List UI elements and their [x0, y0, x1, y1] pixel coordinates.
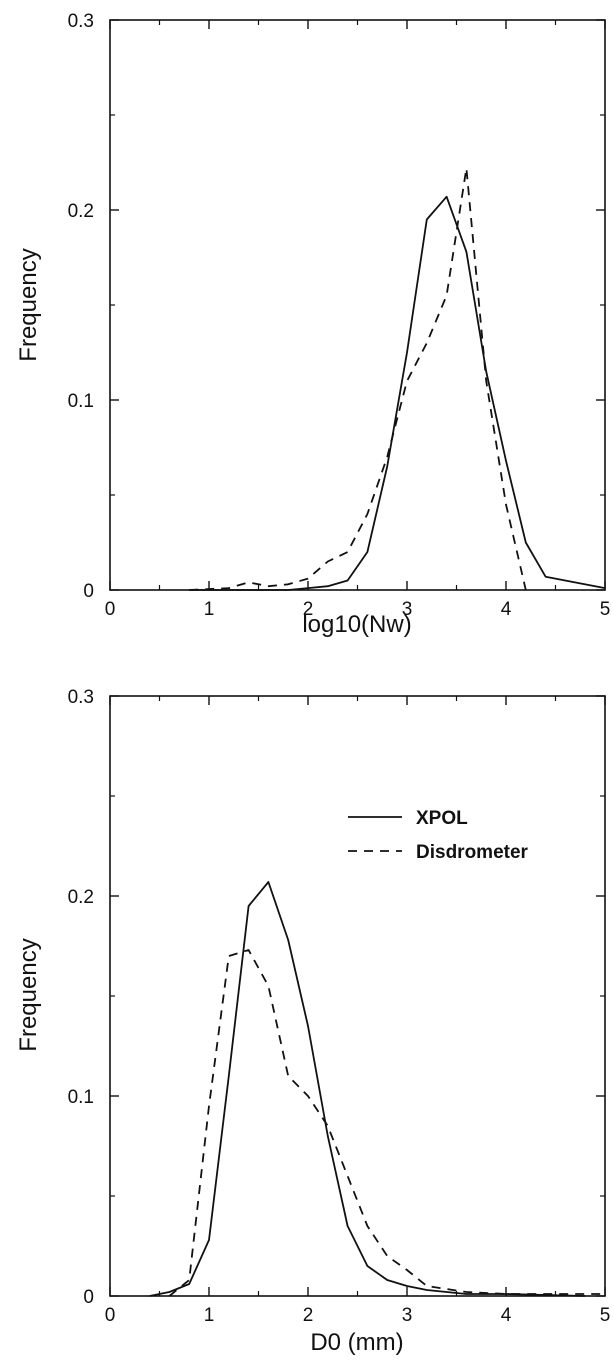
y-tick-label: 0.2 [68, 887, 94, 908]
series-line-solid [189, 195, 606, 591]
x-tick-label: 3 [402, 1305, 413, 1326]
x-tick-label: 0 [105, 599, 116, 620]
tick-labels: 0 1 2 3 4 5 0 0.1 0.2 0.3 [68, 687, 611, 1326]
x-tick-label: 3 [402, 599, 413, 620]
x-tick-label: 4 [501, 1305, 512, 1326]
chart-lognw-frequency: 0 1 2 3 4 5 0 0.1 0.2 0.3 log10(Nw) Frequency [15, 11, 610, 638]
y-axis-title: Frequency [15, 248, 42, 361]
y-tick-label: 0 [83, 1287, 94, 1308]
x-tick-label: 5 [600, 1305, 611, 1326]
y-tick-label: 0.1 [68, 1087, 94, 1108]
series-group [149, 881, 605, 1297]
x-tick-label: 5 [600, 599, 611, 620]
plot-frame [109, 695, 606, 1297]
x-tick-label: 1 [204, 1305, 215, 1326]
plot-frame [109, 19, 606, 591]
legend-label-disdrometer: Disdrometer [416, 842, 529, 863]
x-tick-label: 2 [303, 1305, 314, 1326]
y-tick-label: 0.3 [68, 11, 94, 32]
legend: XPOL Disdrometer [348, 808, 529, 863]
tick-marks [109, 695, 606, 1297]
x-tick-label: 4 [501, 599, 512, 620]
series-line-dashed [189, 167, 527, 591]
y-axis-title: Frequency [15, 938, 42, 1051]
tick-marks [109, 19, 606, 591]
x-tick-label: 2 [303, 599, 314, 620]
y-tick-label: 0.2 [68, 201, 94, 222]
series-line-dashed [168, 949, 605, 1297]
y-tick-label: 0.1 [68, 391, 94, 412]
chart-d0-frequency: 0 1 2 3 4 5 0 0.1 0.2 0.3 XPOL Disdrometer D0 (mm… [15, 687, 610, 1356]
x-axis-title: D0 (mm) [310, 1329, 403, 1356]
series-group [189, 167, 606, 591]
y-tick-label: 0.3 [68, 687, 94, 708]
y-tick-label: 0 [83, 581, 94, 602]
tick-labels: 0 1 2 3 4 5 0 0.1 0.2 0.3 [68, 11, 611, 620]
x-axis-title: log10(Nw) [302, 611, 411, 638]
series-line-solid [149, 881, 586, 1297]
x-tick-label: 0 [105, 1305, 116, 1326]
x-tick-label: 1 [204, 599, 215, 620]
legend-label-xpol: XPOL [416, 808, 468, 829]
